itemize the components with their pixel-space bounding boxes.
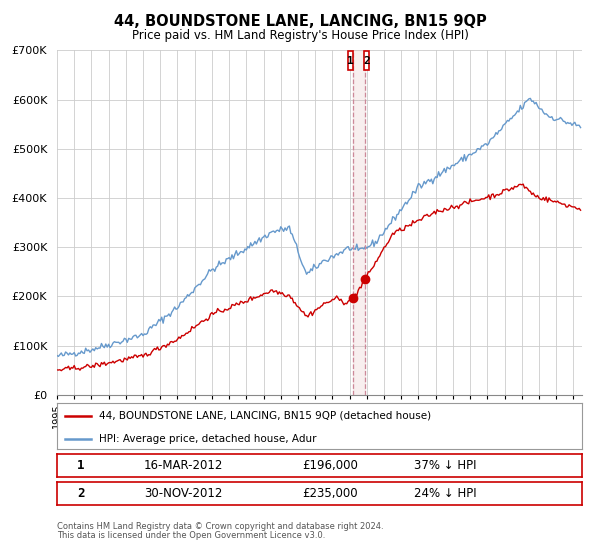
Text: 1: 1 [77, 459, 85, 472]
FancyBboxPatch shape [364, 52, 369, 70]
Text: 37% ↓ HPI: 37% ↓ HPI [414, 459, 477, 472]
Text: HPI: Average price, detached house, Adur: HPI: Average price, detached house, Adur [99, 434, 317, 444]
Text: This data is licensed under the Open Government Licence v3.0.: This data is licensed under the Open Gov… [57, 531, 325, 540]
Text: 24% ↓ HPI: 24% ↓ HPI [414, 487, 477, 500]
Text: Price paid vs. HM Land Registry's House Price Index (HPI): Price paid vs. HM Land Registry's House … [131, 29, 469, 42]
Text: £196,000: £196,000 [302, 459, 358, 472]
FancyBboxPatch shape [349, 52, 353, 70]
Text: 1: 1 [347, 56, 354, 66]
Bar [353, 50, 365, 395]
Text: 44, BOUNDSTONE LANE, LANCING, BN15 9QP: 44, BOUNDSTONE LANE, LANCING, BN15 9QP [113, 14, 487, 29]
Text: 30-NOV-2012: 30-NOV-2012 [144, 487, 222, 500]
Text: 16-MAR-2012: 16-MAR-2012 [143, 459, 223, 472]
Text: 44, BOUNDSTONE LANE, LANCING, BN15 9QP (detached house): 44, BOUNDSTONE LANE, LANCING, BN15 9QP (… [99, 410, 431, 421]
Text: 2: 2 [363, 56, 370, 66]
Text: £235,000: £235,000 [302, 487, 358, 500]
Text: 2: 2 [77, 487, 85, 500]
Text: Contains HM Land Registry data © Crown copyright and database right 2024.: Contains HM Land Registry data © Crown c… [57, 522, 383, 531]
